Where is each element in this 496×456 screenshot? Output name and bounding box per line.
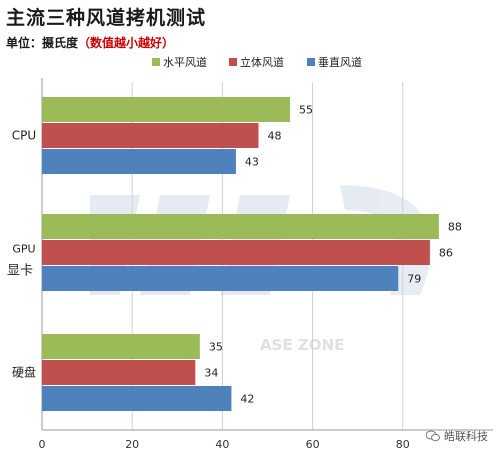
data-label: 42: [240, 393, 254, 406]
data-label: 35: [209, 341, 223, 354]
watermark-text: ASE ZONE: [260, 336, 344, 354]
legend-label: 立体风道: [240, 55, 284, 69]
category-label: 硬盘: [12, 365, 36, 380]
tick-labels: 0 20 40 60 80: [39, 438, 410, 451]
unit-note: （数值越小越好）: [78, 36, 175, 50]
legend-label: 垂直风道: [318, 55, 362, 69]
legend-swatch: [307, 58, 315, 66]
data-labels: 55 48 43 88 86 79 35 34 42: [204, 104, 462, 406]
bar: [42, 334, 200, 359]
bar: [42, 214, 439, 239]
data-label: 79: [407, 273, 421, 286]
category-label: CPU: [12, 129, 36, 143]
bar: [42, 240, 430, 265]
category-label-part: 显卡: [7, 264, 33, 279]
bar: [42, 266, 399, 291]
legend-swatch: [229, 58, 237, 66]
data-label: 34: [204, 367, 218, 380]
legend-swatch: [152, 58, 160, 66]
data-label: 55: [299, 104, 313, 117]
chart-title: 主流三种风道拷机测试: [6, 7, 207, 29]
chart-subtitle: 单位：摄氏度（数值越小越好）: [6, 34, 174, 51]
brand-mark: 皓联科技: [425, 428, 488, 444]
bar: [42, 97, 291, 122]
x-tick-label: 0: [39, 438, 46, 451]
data-label: 48: [267, 130, 281, 143]
bar: [42, 149, 236, 174]
category-label: GPU 显卡: [7, 243, 36, 279]
bar: [42, 360, 196, 385]
data-label: 43: [245, 156, 259, 169]
legend: 水平风道 立体风道 垂直风道: [152, 55, 362, 69]
brand-name: 皓联科技: [444, 430, 488, 443]
bar: [42, 123, 259, 148]
wechat-icon: [425, 430, 440, 442]
category-label-part: GPU: [12, 243, 35, 256]
data-label: 86: [439, 247, 453, 260]
legend-label: 水平风道: [163, 55, 207, 69]
x-tick-label: 20: [125, 438, 139, 451]
x-tick-label: 80: [396, 438, 410, 451]
data-label: 88: [448, 221, 462, 234]
x-tick-label: 60: [306, 438, 320, 451]
bars: [42, 97, 439, 411]
bar: [42, 386, 232, 411]
x-tick-label: 40: [215, 438, 229, 451]
unit-label: 单位：摄氏度: [6, 36, 79, 50]
